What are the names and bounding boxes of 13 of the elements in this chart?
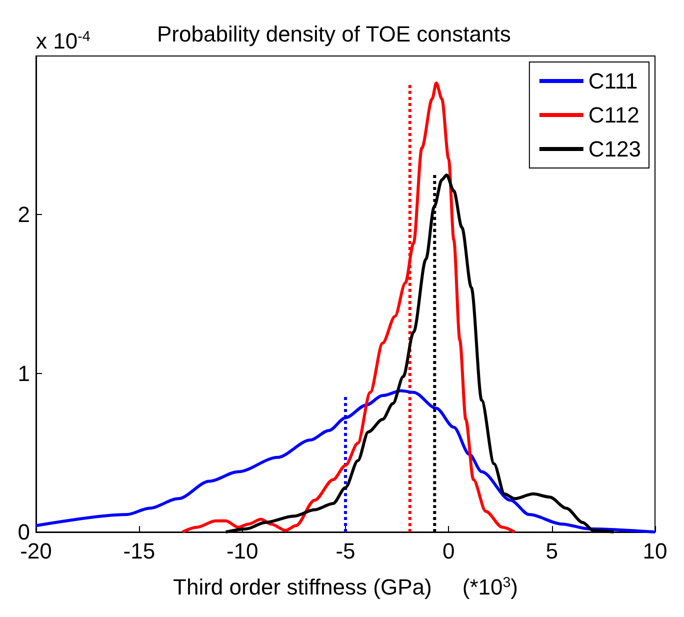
y-tick-label: 2 xyxy=(18,202,30,228)
legend-label: C112 xyxy=(588,102,640,128)
chart-title: Probability density of TOE constants xyxy=(157,22,511,46)
legend-label: C123 xyxy=(588,136,641,162)
x-tick-label: -5 xyxy=(336,538,356,564)
x-tick-label: 10 xyxy=(642,538,668,564)
x-tick-label: -10 xyxy=(226,538,258,564)
y-tick-label: 1 xyxy=(18,360,30,386)
x-tick-label: -15 xyxy=(123,538,156,564)
x-tick-label: 0 xyxy=(442,538,455,564)
legend-label: C111 xyxy=(588,68,638,94)
x-tick-label: 5 xyxy=(546,538,558,564)
line-series xyxy=(180,81,516,534)
